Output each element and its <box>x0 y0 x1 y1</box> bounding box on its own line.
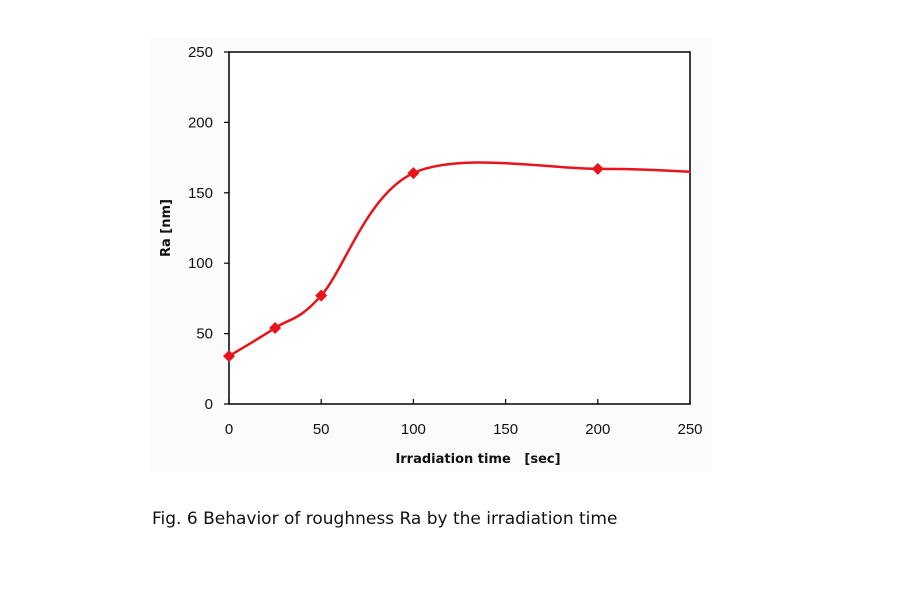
x-tick-label: 50 <box>313 421 330 438</box>
data-point-marker <box>223 350 235 363</box>
y-tick-label: 50 <box>196 326 213 343</box>
x-tick-label: 200 <box>585 421 610 438</box>
data-point-marker <box>407 167 420 180</box>
y-tick-label: 200 <box>188 114 213 131</box>
y-tick-label: 0 <box>205 396 213 413</box>
x-tick-label: 150 <box>493 421 518 438</box>
x-tick-label: 250 <box>677 421 702 438</box>
figure-caption: Fig. 6 Behavior of roughness Ra by the i… <box>152 509 617 529</box>
y-tick-label: 150 <box>188 185 213 202</box>
plot-area <box>228 51 691 405</box>
x-tick-label: 100 <box>401 421 426 438</box>
y-tick-label: 100 <box>188 255 213 272</box>
y-axis-label: Ra [nm] <box>159 199 174 257</box>
x-tick-label: 0 <box>225 421 233 438</box>
data-point-marker <box>315 289 328 302</box>
data-point-marker <box>591 162 604 175</box>
data-point-marker <box>269 321 282 334</box>
y-tick-label: 250 <box>188 44 213 61</box>
x-axis-label: Irradiation time [sec] <box>395 452 560 467</box>
